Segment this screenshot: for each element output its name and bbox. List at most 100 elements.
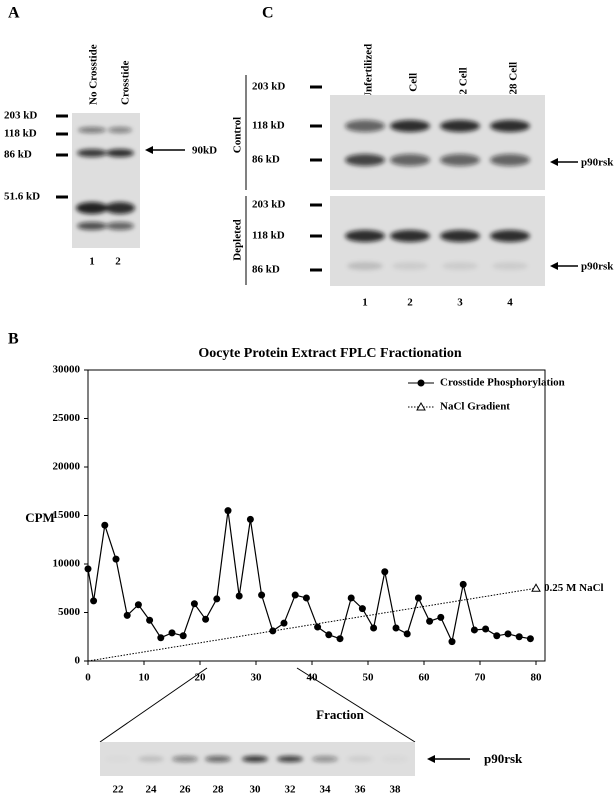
data-point	[90, 597, 98, 605]
data-point	[392, 624, 400, 632]
arrow-label: p90rsk	[581, 157, 614, 169]
arrow-head	[427, 755, 435, 763]
gel-band	[77, 222, 107, 230]
data-point	[235, 592, 243, 600]
gel-band	[78, 127, 106, 133]
data-point	[258, 591, 266, 599]
gel-bands	[345, 120, 530, 166]
marker-dash	[310, 124, 322, 128]
series-line	[87, 587, 537, 662]
data-point	[280, 619, 288, 627]
lane-label: No Crosstide	[88, 44, 100, 105]
data-point	[168, 629, 176, 637]
marker-label: 51.6 kD	[4, 191, 40, 203]
marker-label: 118 kD	[252, 230, 285, 242]
legend-label: Crosstide Phosphorylation	[440, 377, 565, 389]
marker-dash	[56, 153, 68, 157]
arrow-head	[550, 262, 558, 270]
data-point	[358, 605, 366, 613]
data-point	[526, 635, 534, 643]
legend-label: NaCl Gradient	[440, 401, 510, 413]
gel-band	[106, 149, 134, 157]
gel-band	[390, 230, 430, 242]
gel-band	[105, 202, 135, 214]
arrow-head	[145, 146, 153, 154]
data-point	[112, 555, 120, 563]
data-point	[123, 611, 131, 619]
lane-number: 4	[507, 297, 513, 309]
y-tick-label: 20000	[53, 461, 81, 473]
data-point	[302, 594, 310, 602]
arrow-label: p90rsk	[484, 751, 523, 766]
data-point	[314, 623, 322, 631]
lane-number: 26	[180, 784, 192, 796]
data-point	[190, 600, 198, 608]
data-point	[84, 565, 92, 573]
gel-band	[77, 149, 107, 157]
gel-band	[440, 154, 480, 166]
annotation: 0.25 M NaCl	[544, 582, 604, 594]
gel	[330, 95, 545, 190]
data-point	[414, 594, 422, 602]
marker-dash	[56, 114, 68, 118]
lane-number: 2	[407, 297, 413, 309]
chart-title: Oocyte Protein Extract FPLC Fractionatio…	[198, 346, 462, 361]
gel-band	[390, 120, 430, 132]
lane-number: 2	[115, 256, 121, 268]
marker-dash	[310, 158, 322, 162]
gel-band	[105, 756, 131, 762]
marker-dash	[310, 203, 322, 207]
marker-dash	[310, 268, 322, 272]
data-point	[134, 601, 142, 609]
gel-band	[277, 756, 303, 762]
x-tick-label: 70	[475, 672, 487, 684]
gel-band	[138, 756, 164, 762]
gel-band	[382, 756, 408, 762]
x-tick-label: 20	[195, 672, 207, 684]
data-point	[146, 616, 154, 624]
zoom-lines	[99, 667, 416, 743]
lane-number: 3	[457, 297, 463, 309]
y-tick-label: 15000	[53, 509, 81, 521]
data-point	[470, 626, 478, 634]
y-tick-label: 25000	[53, 412, 81, 424]
lane-label: Unfertilized	[363, 44, 375, 100]
gel-band	[205, 756, 231, 762]
data-point	[246, 515, 254, 523]
gel-band	[490, 154, 530, 166]
marker-dash	[56, 132, 68, 136]
arrow-label: p90rsk	[581, 261, 614, 273]
data-point	[482, 625, 490, 633]
data-point	[179, 632, 187, 640]
legend-marker	[416, 401, 426, 411]
gel-band	[106, 222, 134, 230]
gel-band	[440, 230, 480, 242]
gel-band	[390, 154, 430, 166]
data-point	[437, 613, 445, 621]
gel-band	[440, 120, 480, 132]
gel-band	[345, 120, 385, 132]
lane-label: 2 Cell	[408, 73, 420, 100]
data-point	[381, 568, 389, 576]
data-point	[459, 580, 467, 588]
lane-number: 28	[213, 784, 225, 796]
y-tick-label: 0	[75, 655, 81, 667]
data-point	[426, 617, 434, 625]
lane-number: 34	[320, 784, 332, 796]
gel-band	[172, 756, 198, 762]
gel-band	[347, 262, 383, 270]
lane-number: 1	[362, 297, 368, 309]
marker-dash	[310, 234, 322, 238]
x-tick-label: 10	[139, 672, 151, 684]
data-point	[370, 624, 378, 632]
x-tick-label: 80	[531, 672, 543, 684]
lane-number: 24	[146, 784, 158, 796]
data-point	[515, 633, 523, 641]
arrow-label: 90kD	[192, 145, 217, 157]
x-axis-label: Fraction	[316, 707, 364, 722]
lane-number: 38	[390, 784, 402, 796]
gel-band	[492, 262, 528, 270]
y-tick-label: 10000	[53, 558, 81, 570]
lane-number: 1	[89, 256, 95, 268]
